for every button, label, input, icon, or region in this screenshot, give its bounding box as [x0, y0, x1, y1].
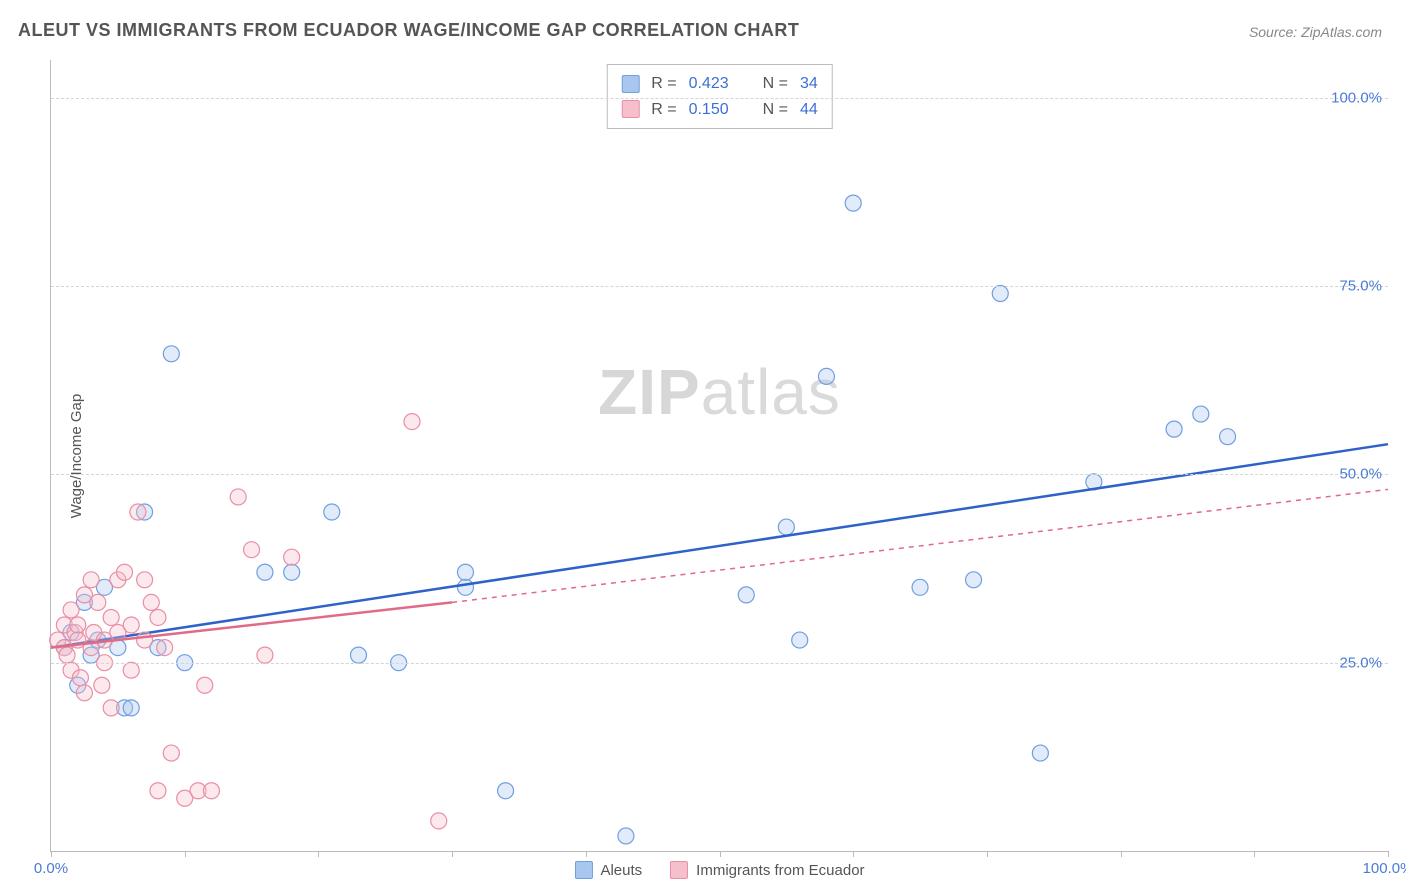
- plot-svg: [51, 60, 1388, 851]
- x-tick: [185, 851, 186, 857]
- scatter-point-aleuts: [457, 564, 473, 580]
- source-name: ZipAtlas.com: [1301, 24, 1382, 40]
- scatter-point-ecuador: [70, 617, 86, 633]
- x-tick: [586, 851, 587, 857]
- scatter-point-aleuts: [457, 579, 473, 595]
- scatter-point-aleuts: [1220, 429, 1236, 445]
- scatter-point-ecuador: [137, 572, 153, 588]
- correlation-legend: R = 0.423 N = 34 R = 0.150 N = 44: [606, 64, 833, 129]
- x-tick: [1121, 851, 1122, 857]
- x-tick: [1254, 851, 1255, 857]
- legend-row-ecuador: R = 0.150 N = 44: [621, 97, 818, 123]
- scatter-point-aleuts: [778, 519, 794, 535]
- gridline-h: [51, 663, 1388, 664]
- scatter-point-ecuador: [230, 489, 246, 505]
- scatter-point-aleuts: [912, 579, 928, 595]
- scatter-point-aleuts: [163, 346, 179, 362]
- x-tick-label: 0.0%: [34, 860, 68, 877]
- y-tick-label: 100.0%: [1331, 89, 1382, 106]
- x-tick: [853, 851, 854, 857]
- scatter-point-ecuador: [90, 594, 106, 610]
- scatter-point-ecuador: [157, 640, 173, 656]
- series-legend: Aleuts Immigrants from Ecuador: [574, 861, 864, 879]
- scatter-point-aleuts: [324, 504, 340, 520]
- scatter-point-ecuador: [150, 783, 166, 799]
- legend-row-aleuts: R = 0.423 N = 34: [621, 71, 818, 97]
- x-tick-label: 100.0%: [1363, 860, 1406, 877]
- scatter-point-ecuador: [94, 677, 110, 693]
- scatter-point-aleuts: [1166, 421, 1182, 437]
- scatter-point-aleuts: [1193, 406, 1209, 422]
- y-tick-label: 75.0%: [1339, 278, 1382, 295]
- scatter-point-ecuador: [83, 572, 99, 588]
- x-tick: [1388, 851, 1389, 857]
- scatter-point-aleuts: [618, 828, 634, 844]
- x-tick: [452, 851, 453, 857]
- scatter-point-ecuador: [404, 414, 420, 430]
- scatter-point-ecuador: [103, 609, 119, 625]
- legend-swatch: [574, 861, 592, 879]
- scatter-point-ecuador: [123, 662, 139, 678]
- scatter-point-ecuador: [284, 549, 300, 565]
- scatter-point-ecuador: [130, 504, 146, 520]
- gridline-h: [51, 286, 1388, 287]
- scatter-point-ecuador: [431, 813, 447, 829]
- series-legend-label: Immigrants from Ecuador: [696, 862, 864, 879]
- y-tick-label: 50.0%: [1339, 466, 1382, 483]
- x-tick: [51, 851, 52, 857]
- scatter-point-ecuador: [150, 609, 166, 625]
- scatter-point-ecuador: [123, 617, 139, 633]
- scatter-point-aleuts: [992, 286, 1008, 302]
- scatter-point-ecuador: [103, 700, 119, 716]
- scatter-point-aleuts: [351, 647, 367, 663]
- series-legend-item-aleuts: Aleuts: [574, 861, 642, 879]
- scatter-point-ecuador: [197, 677, 213, 693]
- scatter-point-ecuador: [117, 564, 133, 580]
- gridline-h: [51, 474, 1388, 475]
- scatter-point-aleuts: [818, 368, 834, 384]
- series-legend-label: Aleuts: [600, 862, 642, 879]
- scatter-point-ecuador: [257, 647, 273, 663]
- scatter-point-ecuador: [63, 602, 79, 618]
- legend-r-value: 0.150: [689, 97, 729, 123]
- scatter-point-aleuts: [498, 783, 514, 799]
- scatter-point-ecuador: [203, 783, 219, 799]
- scatter-point-ecuador: [137, 632, 153, 648]
- chart-title: ALEUT VS IMMIGRANTS FROM ECUADOR WAGE/IN…: [18, 20, 799, 41]
- source-prefix: Source:: [1249, 24, 1301, 40]
- gridline-h: [51, 98, 1388, 99]
- scatter-point-aleuts: [1032, 745, 1048, 761]
- legend-r-value: 0.423: [689, 71, 729, 97]
- legend-swatch: [670, 861, 688, 879]
- legend-swatch: [621, 100, 639, 118]
- source-attribution: Source: ZipAtlas.com: [1249, 24, 1382, 40]
- plot-area: Wage/Income Gap ZIPatlas R =0.423N =34R …: [50, 60, 1388, 852]
- series-legend-item-ecuador: Immigrants from Ecuador: [670, 861, 864, 879]
- legend-r-label: R =: [651, 71, 676, 97]
- legend-n-value: 44: [800, 97, 818, 123]
- scatter-point-aleuts: [966, 572, 982, 588]
- scatter-point-aleuts: [845, 195, 861, 211]
- scatter-point-aleuts: [284, 564, 300, 580]
- x-tick: [720, 851, 721, 857]
- x-tick: [318, 851, 319, 857]
- legend-n-label: N =: [763, 97, 788, 123]
- scatter-point-ecuador: [143, 594, 159, 610]
- scatter-point-aleuts: [257, 564, 273, 580]
- scatter-point-ecuador: [72, 670, 88, 686]
- legend-r-label: R =: [651, 97, 676, 123]
- scatter-plot: ZIPatlas R =0.423N =34R =0.150N =44 Aleu…: [50, 60, 1388, 852]
- legend-swatch: [621, 75, 639, 93]
- x-tick: [987, 851, 988, 857]
- scatter-point-aleuts: [792, 632, 808, 648]
- legend-n-value: 34: [800, 71, 818, 97]
- scatter-point-ecuador: [59, 647, 75, 663]
- scatter-point-ecuador: [163, 745, 179, 761]
- y-tick-label: 25.0%: [1339, 654, 1382, 671]
- scatter-point-ecuador: [76, 685, 92, 701]
- scatter-point-aleuts: [123, 700, 139, 716]
- legend-n-label: N =: [763, 71, 788, 97]
- scatter-point-ecuador: [244, 542, 260, 558]
- scatter-point-aleuts: [738, 587, 754, 603]
